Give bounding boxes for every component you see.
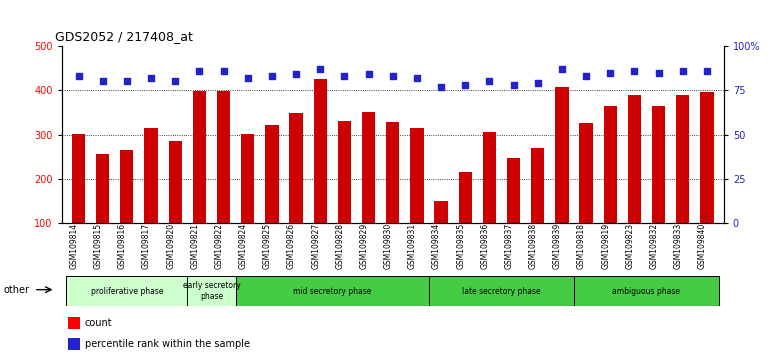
Point [338,73,350,79]
Point [96,79,109,84]
Bar [386,122,400,267]
Text: late secretory phase: late secretory phase [462,287,541,296]
Text: GSM109826: GSM109826 [287,223,296,269]
Text: GSM109819: GSM109819 [601,223,610,269]
Text: GSM109824: GSM109824 [239,223,248,269]
Bar [507,158,521,267]
Point [580,73,592,79]
Bar [579,124,593,267]
Point [72,73,85,79]
Text: GDS2052 / 217408_at: GDS2052 / 217408_at [55,30,192,44]
Point [145,75,157,81]
Bar [434,201,447,267]
Text: ambiguous phase: ambiguous phase [612,287,681,296]
Text: GSM109817: GSM109817 [142,223,151,269]
Text: count: count [85,318,112,327]
Bar [531,148,544,267]
Point [556,66,568,72]
Text: GSM109832: GSM109832 [650,223,658,269]
Text: GSM109818: GSM109818 [577,223,586,269]
Bar [362,112,375,267]
Bar [69,338,80,350]
Point [604,70,616,75]
Text: GSM109822: GSM109822 [215,223,223,269]
Text: GSM109827: GSM109827 [311,223,320,269]
Bar [72,133,85,267]
Text: early secretory
phase: early secretory phase [182,281,240,301]
Text: GSM109816: GSM109816 [118,223,127,269]
Text: GSM109820: GSM109820 [166,223,176,269]
Text: GSM109836: GSM109836 [480,223,490,269]
Text: GSM109814: GSM109814 [69,223,79,269]
Text: GSM109825: GSM109825 [263,223,272,269]
Point [484,79,496,84]
Point [266,73,278,79]
Bar [700,92,714,267]
Text: GSM109823: GSM109823 [625,223,634,269]
Text: other: other [3,285,29,295]
Text: GSM109833: GSM109833 [674,223,683,269]
Text: GSM109821: GSM109821 [190,223,199,269]
Point [217,68,229,74]
Text: GSM109830: GSM109830 [383,223,393,269]
Point [628,68,641,74]
Bar [192,91,206,267]
Bar [604,106,617,267]
Point [701,68,713,74]
Bar [628,95,641,267]
Bar [217,91,230,267]
Text: mid secretory phase: mid secretory phase [293,287,371,296]
Bar [676,95,689,267]
Point [169,79,182,84]
Bar [410,128,424,267]
Point [410,75,423,81]
Point [314,66,326,72]
Bar [652,106,665,267]
Text: GSM109837: GSM109837 [504,223,514,269]
Text: GSM109829: GSM109829 [360,223,369,269]
Bar [96,154,109,267]
Point [193,68,206,74]
Point [121,79,133,84]
Text: GSM109839: GSM109839 [553,223,562,269]
Text: percentile rank within the sample: percentile rank within the sample [85,339,249,349]
Bar [236,276,429,306]
Point [507,82,520,88]
Point [290,72,302,77]
Point [531,80,544,86]
Text: GSM109834: GSM109834 [432,223,441,269]
Text: GSM109840: GSM109840 [698,223,707,269]
Bar [574,276,719,306]
Point [363,72,375,77]
Bar [145,128,158,267]
Bar [555,87,568,267]
Text: proliferative phase: proliferative phase [91,287,163,296]
Point [435,84,447,90]
Text: GSM109815: GSM109815 [94,223,102,269]
Text: GSM109835: GSM109835 [456,223,465,269]
Text: GSM109828: GSM109828 [336,223,344,269]
Bar [241,133,254,267]
Bar [459,172,472,267]
Bar [120,150,133,267]
Bar [66,276,187,306]
Bar [483,132,496,267]
Bar [429,276,574,306]
Text: GSM109831: GSM109831 [408,223,417,269]
Point [677,68,689,74]
Text: GSM109838: GSM109838 [529,223,537,269]
Bar [338,121,351,267]
Bar [169,141,182,267]
Bar [187,276,236,306]
Point [387,73,399,79]
Bar [69,316,80,329]
Bar [313,79,326,267]
Point [652,70,665,75]
Point [242,75,254,81]
Bar [290,113,303,267]
Point [459,82,471,88]
Bar [265,125,279,267]
